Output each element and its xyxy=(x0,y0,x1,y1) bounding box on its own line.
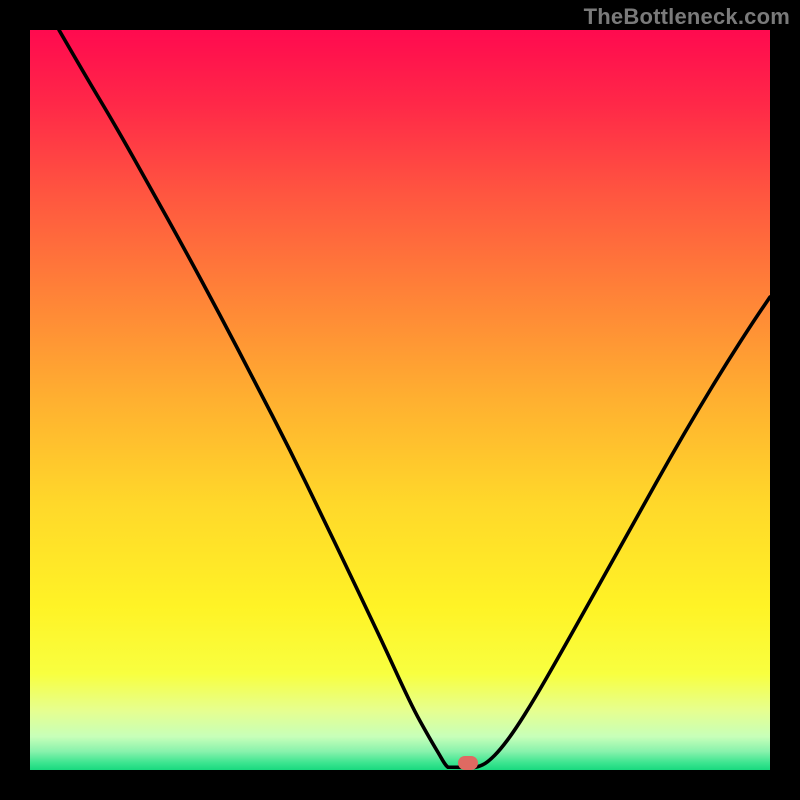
chart-frame: TheBottleneck.com xyxy=(0,0,800,800)
gradient-background xyxy=(30,30,770,770)
plot-area xyxy=(30,30,770,770)
watermark-text: TheBottleneck.com xyxy=(584,4,790,30)
plot-svg xyxy=(30,30,770,770)
optimum-marker xyxy=(458,756,478,770)
